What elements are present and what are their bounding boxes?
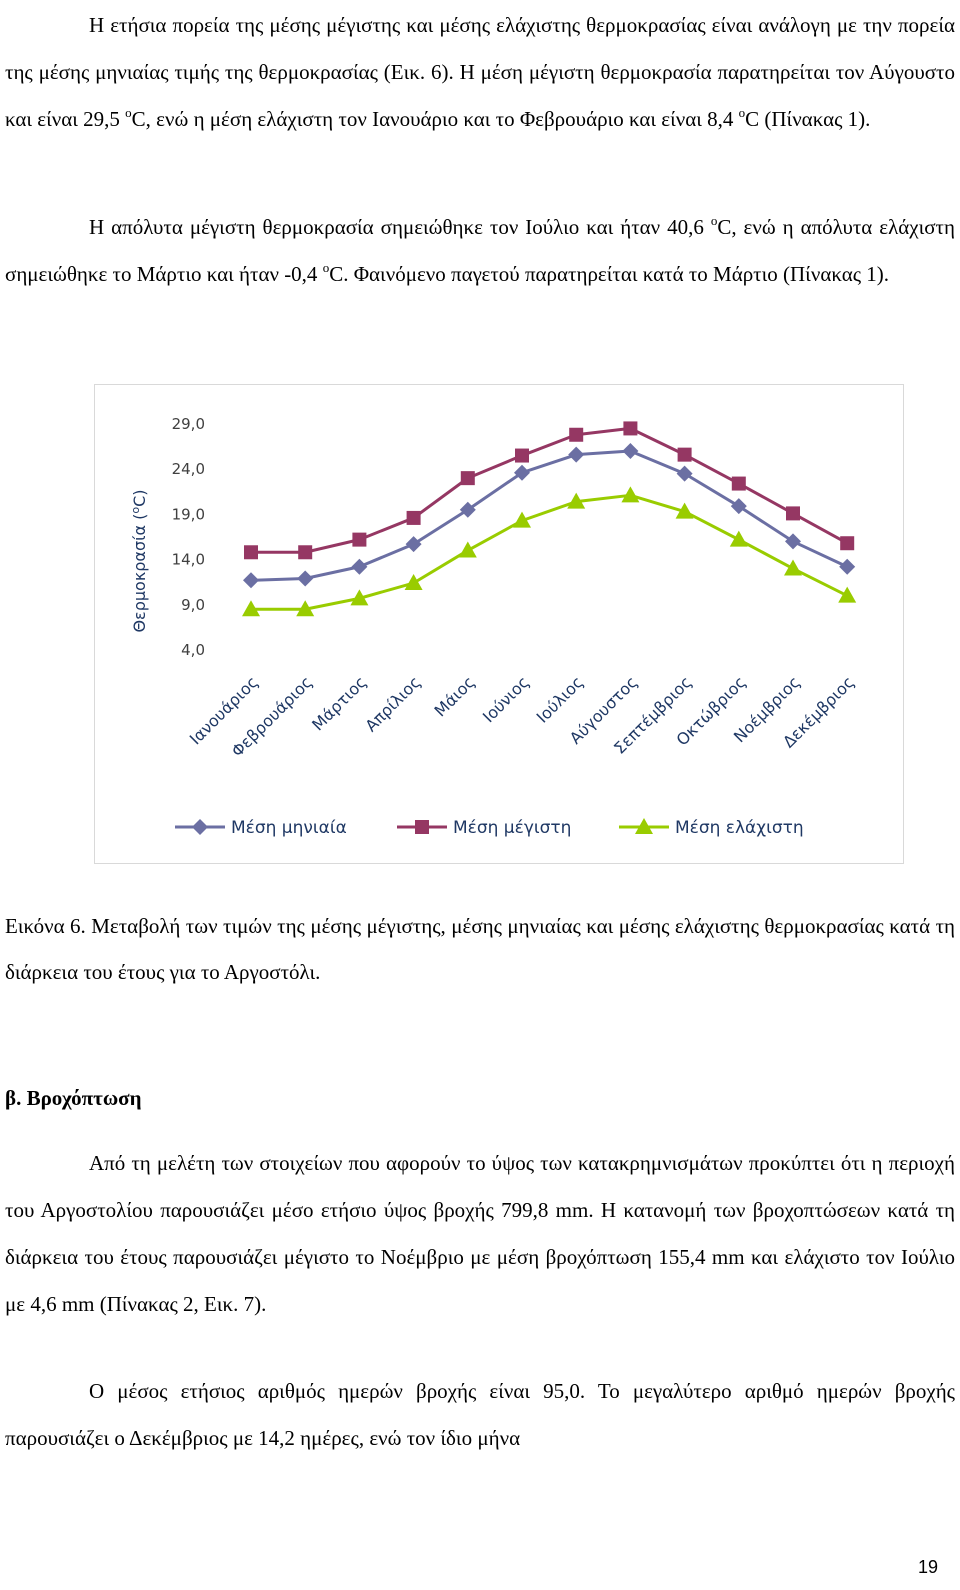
legend-label: Μέση μηνιαία	[231, 818, 347, 838]
data-point	[729, 530, 748, 547]
series-line	[251, 426, 848, 554]
data-point	[405, 536, 422, 553]
paragraph-4: Ο μέσος ετήσιος αριθμός ημερών βροχής εί…	[5, 1379, 955, 1450]
data-point	[352, 532, 367, 547]
degree-sup: ο	[710, 213, 718, 228]
temperature-chart: Θερμοκρασία (οC) 29,0 24,0 19,0 14,0 9,0 4,0 …	[94, 384, 904, 864]
data-point	[785, 533, 801, 550]
y-tick-label: 9,0	[181, 596, 205, 614]
section-heading: β. Βροχόπτωση	[5, 1086, 142, 1110]
y-tick-label: 19,0	[172, 505, 205, 523]
degree-sup: ο	[322, 260, 330, 275]
legend-label: Μέση ελάχιστη	[675, 818, 804, 838]
paragraph-1-text-a: Η ετήσια πορεία της μέσης μέγιστης και μ…	[5, 13, 955, 131]
legend-entry: Μέση μηνιαία	[175, 818, 347, 838]
data-point	[567, 492, 586, 509]
data-point	[242, 600, 260, 617]
paragraph-2-text-a: Η απόλυτα μέγιστη θερμοκρασία σημειώθηκε…	[89, 215, 711, 239]
data-point	[406, 510, 421, 525]
legend-entry: Μέση ελάχιστη	[619, 818, 804, 838]
x-category-label: Ιούνιος	[479, 672, 533, 726]
data-point	[677, 447, 692, 462]
legend-marker	[192, 819, 208, 835]
x-category-label: Μάιος	[431, 672, 479, 720]
legend-marker	[415, 820, 429, 834]
data-point	[676, 465, 693, 482]
data-point	[515, 448, 529, 463]
paragraph-1: Η ετήσια πορεία της μέσης μέγιστης και μ…	[5, 2, 955, 143]
series-group	[242, 421, 857, 617]
x-category-label: Μάρτιος	[308, 672, 370, 734]
degree-sup: ο	[738, 105, 746, 120]
series-2	[244, 421, 855, 560]
data-point	[623, 421, 638, 436]
paragraph-2: Η απόλυτα μέγιστη θερμοκρασία σημειώθηκε…	[5, 204, 955, 298]
legend: Μέση μηνιαία Μέση μέγιστη Μέση ελάχιστη	[175, 818, 804, 838]
data-point	[730, 498, 747, 515]
series-3	[242, 486, 857, 617]
temperature-chart-svg: Θερμοκρασία (οC) 29,024,019,014,09,04,0 …	[129, 415, 858, 838]
y-tick-label: 24,0	[172, 460, 205, 478]
data-point	[784, 559, 802, 576]
paragraph-1-text-b: C, ενώ η μέση ελάχιστη τον Ιανουάριο και…	[131, 107, 739, 131]
series-line	[251, 493, 848, 611]
data-point	[838, 586, 857, 603]
y-tick-label: 29,0	[172, 415, 205, 433]
data-point	[458, 541, 477, 558]
y-tick-label: 4,0	[181, 641, 205, 659]
degree-sup: ο	[125, 105, 132, 120]
data-point	[569, 427, 584, 442]
x-category-label: Ιούλιος	[533, 672, 587, 726]
data-point	[296, 600, 315, 617]
y-ticks: 29,0 24,0 19,0 14,0 9,0 4,0	[172, 415, 205, 659]
data-point	[675, 502, 694, 519]
data-point	[568, 446, 585, 463]
data-point	[460, 471, 475, 486]
data-point	[786, 506, 800, 521]
data-point	[243, 572, 259, 589]
figure-caption: Εικόνα 6. Μεταβολή των τιμών της μέσης μ…	[5, 914, 955, 984]
page-number: 19	[918, 1557, 939, 1577]
data-point	[839, 558, 856, 575]
data-point	[350, 589, 369, 606]
data-point	[840, 536, 855, 551]
data-point	[244, 545, 258, 560]
data-point	[622, 443, 639, 460]
data-point	[514, 464, 530, 481]
data-point	[298, 545, 313, 560]
y-axis-label: Θερμοκρασία (οC)	[129, 489, 149, 632]
data-point	[513, 511, 531, 528]
data-point	[731, 476, 746, 491]
data-point	[351, 558, 368, 575]
paragraph-2-text-b: C, ενώ η απόλυτα ελάχιστη σημειώθηκε το …	[5, 215, 955, 286]
data-point	[459, 501, 476, 518]
data-point	[621, 486, 640, 503]
data-point	[297, 570, 314, 587]
series-1	[243, 443, 856, 589]
series-line	[250, 449, 848, 582]
paragraph-1-text-c: C (Πίνακας 1).	[745, 107, 871, 131]
legend-marker	[635, 818, 653, 834]
legend-label: Μέση μέγιστη	[453, 818, 571, 838]
x-category-label: Απρίλιος	[361, 672, 424, 735]
data-point	[404, 574, 423, 591]
y-tick-label: 14,0	[172, 551, 205, 569]
paragraph-2-text-c: C. Φαινόμενο παγετού παρατηρείται κατά τ…	[329, 262, 890, 286]
paragraph-3: Από τη μελέτη των στοιχείων που αφορούν …	[5, 1151, 955, 1316]
legend-entry: Μέση μέγιστη	[397, 818, 571, 838]
